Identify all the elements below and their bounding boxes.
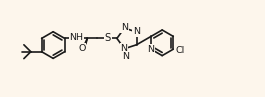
Text: N: N	[121, 23, 128, 32]
Text: NH: NH	[69, 33, 83, 42]
Text: O: O	[78, 44, 86, 53]
Text: N: N	[122, 52, 129, 61]
Text: S: S	[105, 33, 111, 43]
Text: Cl: Cl	[175, 46, 184, 55]
Text: N: N	[133, 27, 140, 36]
Text: N: N	[147, 45, 154, 54]
Text: N: N	[120, 44, 127, 53]
